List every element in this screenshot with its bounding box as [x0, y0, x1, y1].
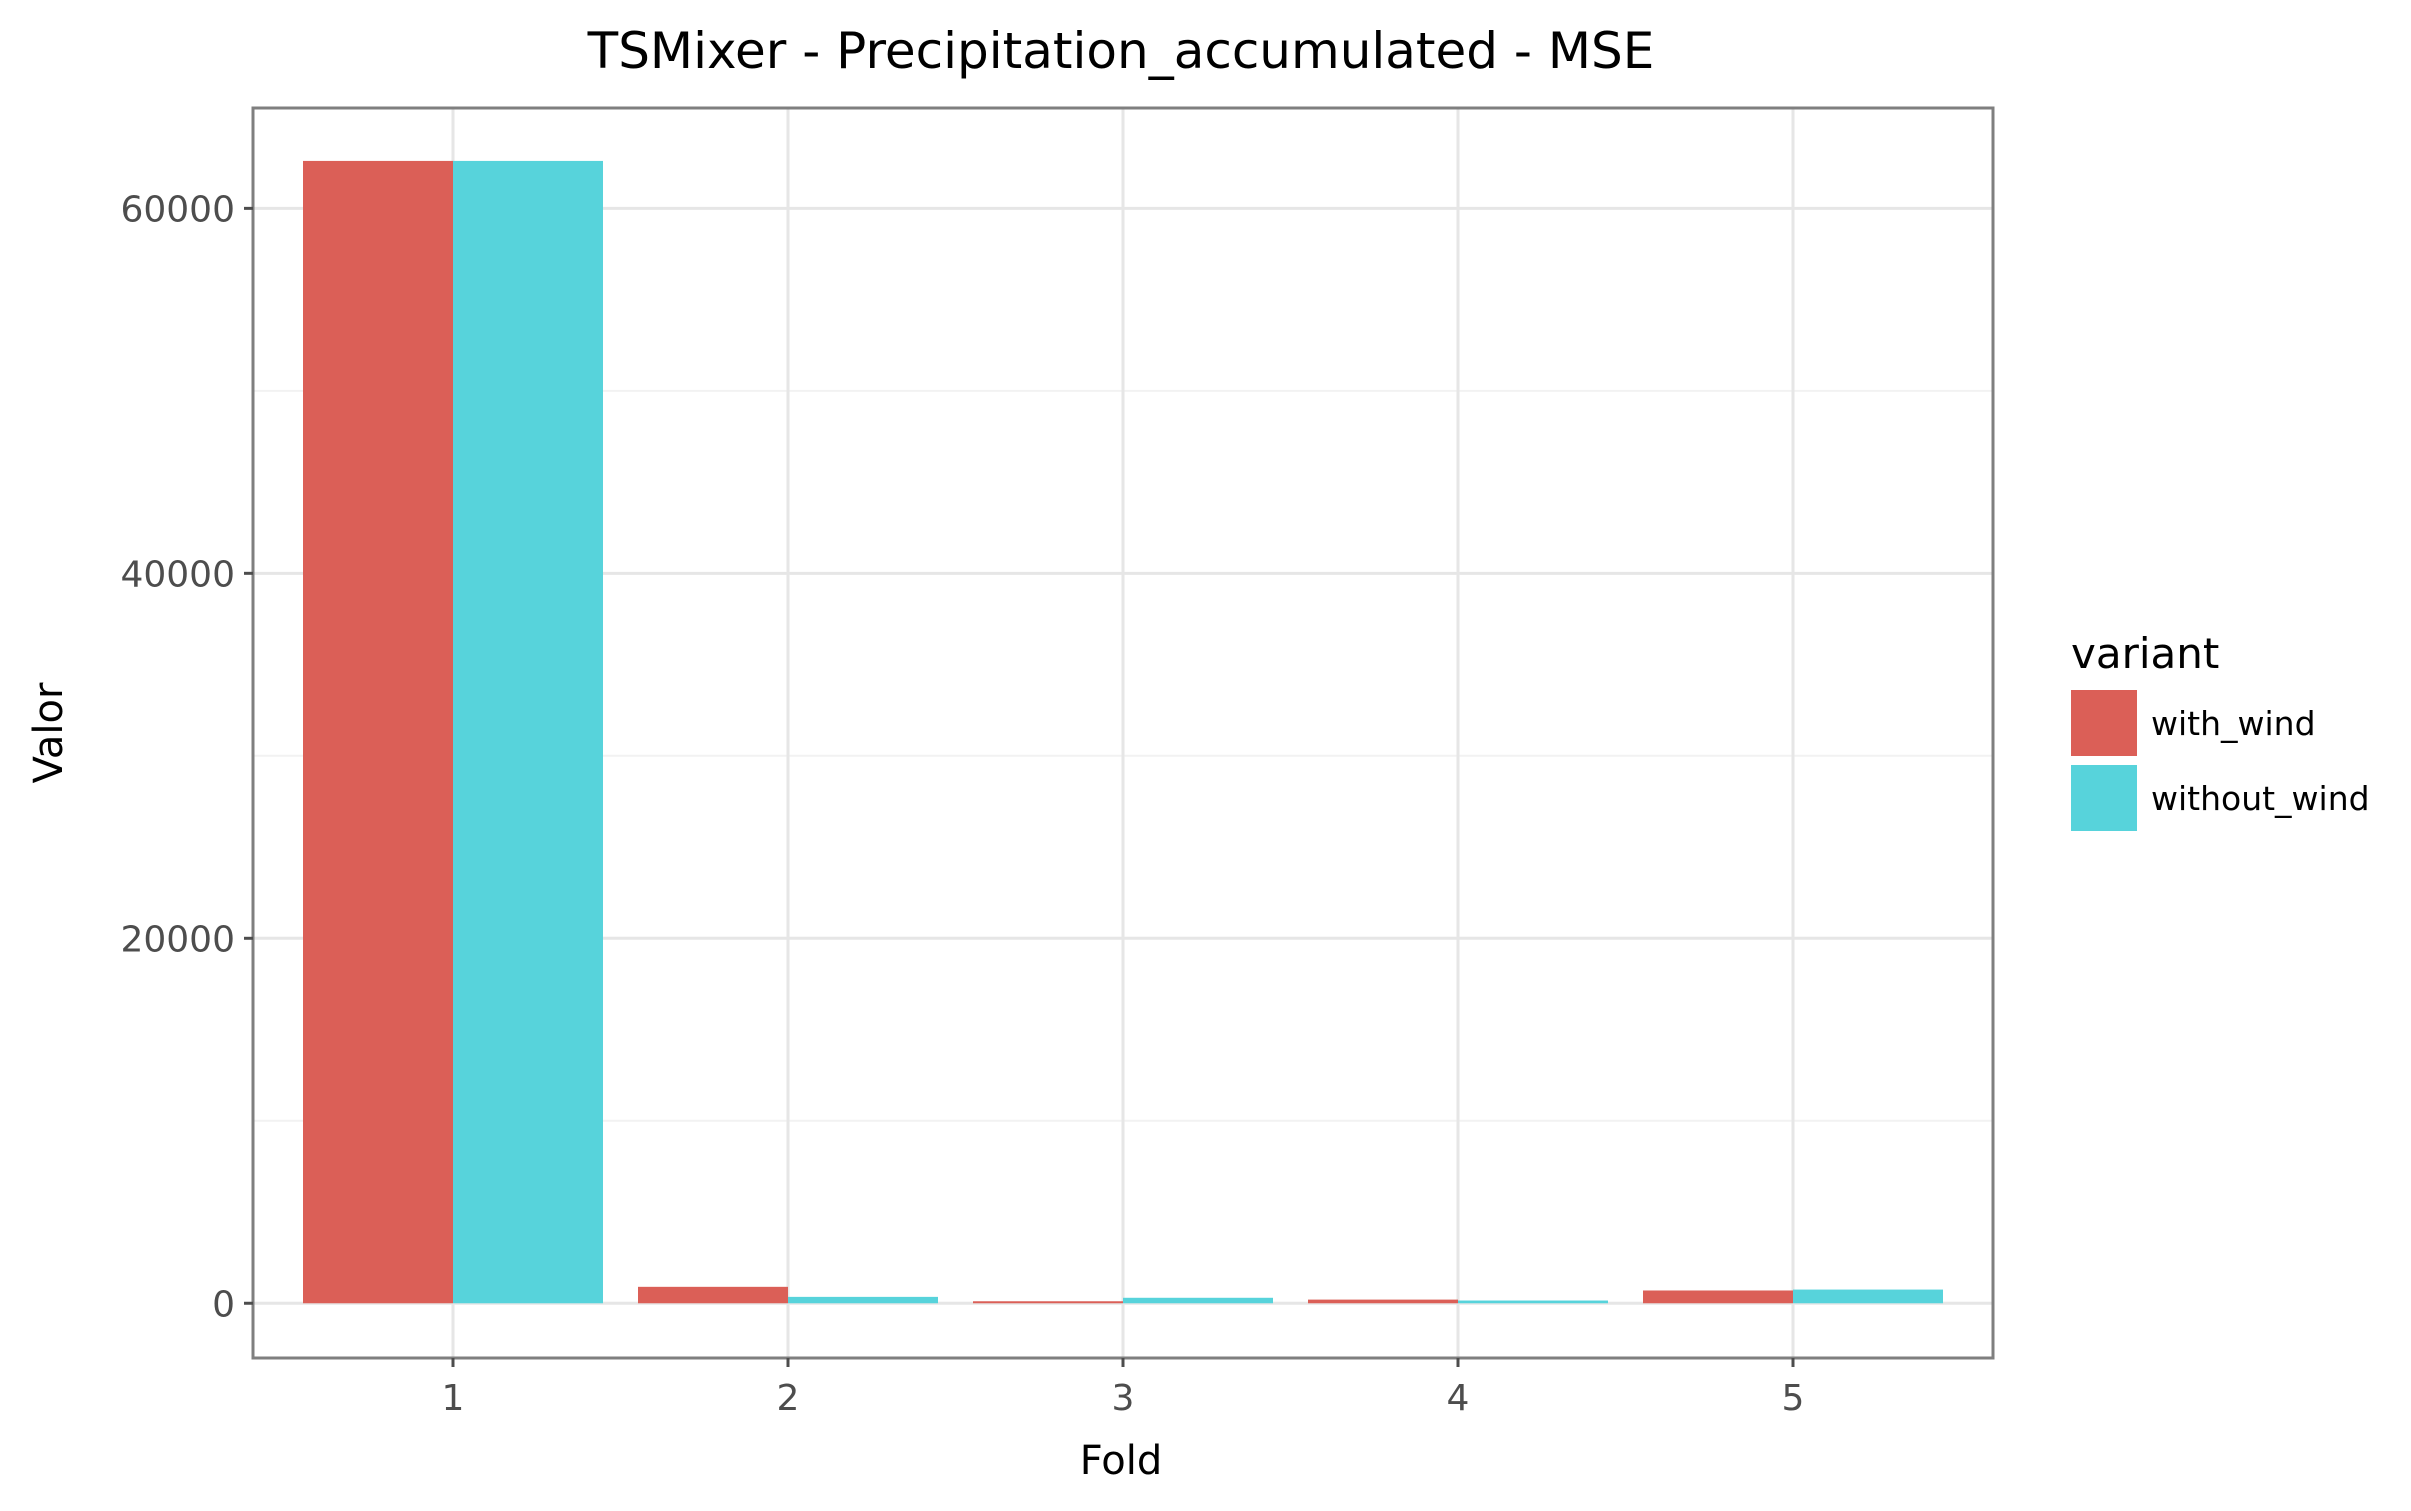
y-tick-label: 40000 — [120, 554, 235, 595]
legend: variant with_wind without_wind — [2071, 629, 2370, 831]
bar-with-wind-fold-5 — [1643, 1290, 1793, 1304]
y-tick-label: 20000 — [120, 919, 235, 960]
bar-with-wind-fold-1 — [303, 160, 453, 1304]
y-axis-title: Valor — [26, 682, 72, 783]
legend-key-without-wind — [2071, 765, 2137, 831]
legend-label: without_wind — [2151, 779, 2370, 818]
x-tick-label: 2 — [777, 1378, 800, 1419]
y-tick-label: 60000 — [120, 189, 235, 230]
bar-without-wind-fold-3 — [1123, 1297, 1273, 1304]
legend-label: with_wind — [2151, 704, 2316, 743]
x-tick-label: 3 — [1112, 1378, 1135, 1419]
x-tick-label: 5 — [1782, 1378, 1805, 1419]
bar-without-wind-fold-1 — [453, 160, 603, 1304]
legend-title: variant — [2071, 629, 2219, 678]
bar-with-wind-fold-4 — [1308, 1299, 1458, 1304]
bar-without-wind-fold-5 — [1793, 1289, 1943, 1304]
bars — [303, 160, 1943, 1304]
x-tick-label: 1 — [442, 1378, 465, 1419]
bar-with-wind-fold-3 — [973, 1301, 1123, 1304]
bar-without-wind-fold-4 — [1458, 1300, 1608, 1304]
chart-title: TSMixer - Precipitation_accumulated - MS… — [587, 22, 1655, 80]
legend-key-with-wind — [2071, 690, 2137, 756]
bar-without-wind-fold-2 — [788, 1296, 938, 1304]
axis-ticks: 0 20000 40000 60000 1 2 3 4 5 — [120, 189, 1804, 1419]
y-tick-label: 0 — [212, 1284, 235, 1325]
legend-items: with_wind without_wind — [2071, 690, 2370, 831]
x-axis-title: Fold — [1080, 1438, 1163, 1484]
x-tick-label: 4 — [1447, 1378, 1470, 1419]
bar-with-wind-fold-2 — [638, 1286, 788, 1304]
